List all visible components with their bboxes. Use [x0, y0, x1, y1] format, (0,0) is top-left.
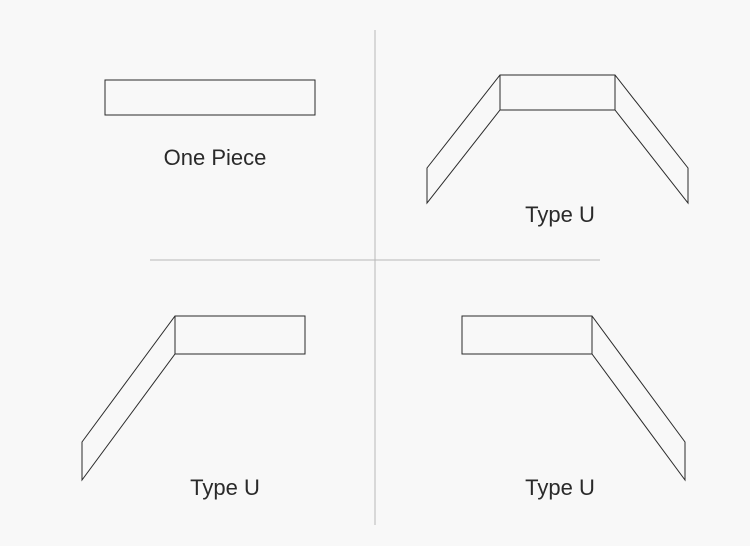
panel-bottom-right-label: Type U	[525, 475, 595, 500]
panel-top-left: One Piece	[105, 80, 315, 170]
panel-bottom-left: Type U	[82, 316, 305, 500]
type-u-shape-right	[462, 316, 685, 480]
panel-top-right-label: Type U	[525, 202, 595, 227]
type-u-shape-both	[427, 75, 688, 203]
type-u-shape-left	[82, 316, 305, 480]
one-piece-rect	[105, 80, 315, 115]
panel-top-left-label: One Piece	[164, 145, 267, 170]
panel-bottom-right: Type U	[462, 316, 685, 500]
panel-top-right: Type U	[427, 75, 688, 227]
panel-bottom-left-label: Type U	[190, 475, 260, 500]
diagram-canvas: One Piece Type U Type U Type U	[0, 0, 750, 546]
